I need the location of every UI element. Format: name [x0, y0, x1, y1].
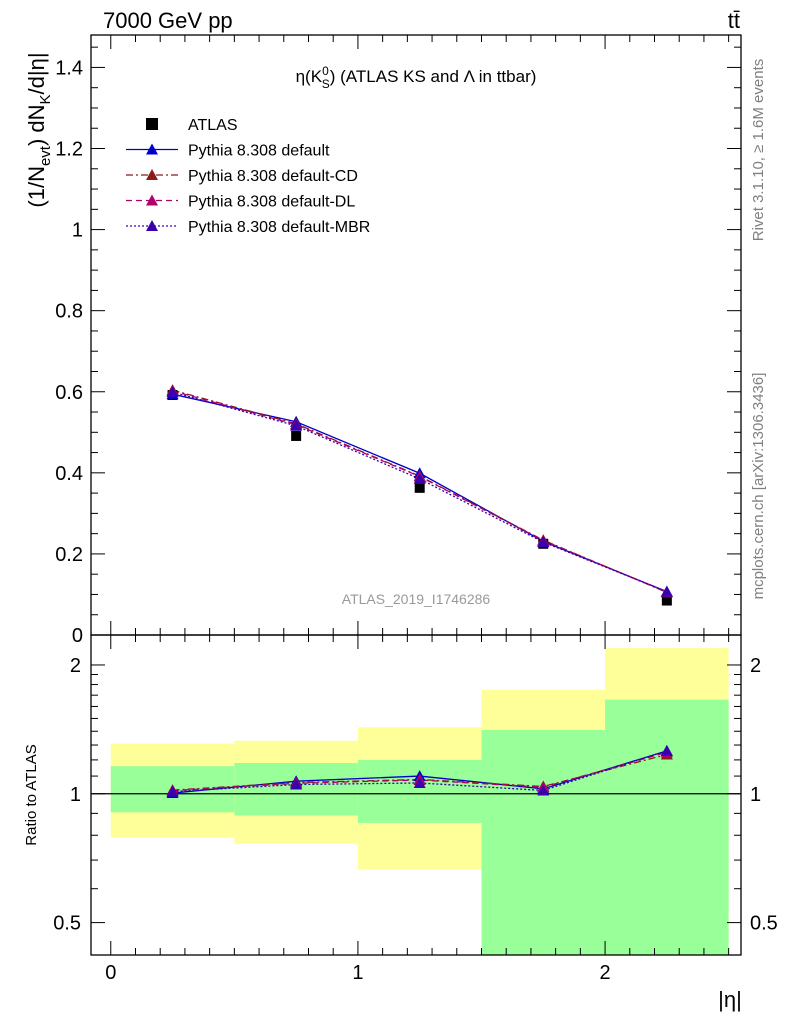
- legend-marker: [146, 220, 158, 231]
- ylabel-part3: /d|η|: [24, 52, 49, 94]
- ratio-frame: [90, 634, 742, 956]
- ratio-point-marker: [166, 785, 179, 797]
- legend-entry-label: Pythia 8.308 default-CD: [188, 168, 358, 185]
- uncertainty-band-inner: [481, 729, 606, 955]
- uncertainty-band-inner: [357, 759, 482, 823]
- main-y-tick-label: 1.2: [55, 139, 83, 161]
- ratio-point-marker: [537, 784, 550, 796]
- uncertainty-band-inner: [605, 699, 729, 955]
- main-y-tick-label: 0.6: [55, 382, 83, 404]
- legend-entry-label: Pythia 8.308 default-MBR: [188, 219, 370, 236]
- main-chart-title: η(K0 S) (ATLAS KS and Λ in ttbar): [296, 64, 537, 91]
- main-series-group: [166, 384, 673, 606]
- ylabel-sub-evt: evt: [37, 145, 54, 166]
- main-y-tick-label: 0.2: [55, 544, 83, 566]
- x-tick-label: 1: [352, 962, 363, 984]
- mc-point-marker: [537, 536, 550, 548]
- ylabel-part2: ) dN: [24, 104, 49, 146]
- main-axes: 0 0.2 0.4 0.6 0.8 1 1.2 1.4: [55, 35, 741, 647]
- x-axis-label: |η|: [718, 987, 742, 1012]
- header-process-label: tt̄: [728, 8, 740, 33]
- ratio-axes: 0.5 0.5 1 1 2 2 0 1 2: [53, 635, 778, 984]
- ratio-y-axis-label: Ratio to ATLAS: [23, 744, 40, 845]
- ratio-point-marker: [413, 776, 426, 788]
- mc-point-marker: [413, 472, 426, 484]
- legend-marker: [146, 143, 158, 155]
- mcplots-label: mcplots.cern.ch [arXiv:1306.3436]: [750, 373, 767, 600]
- x-tick-label: 0: [105, 962, 116, 984]
- ratio-point-marker: [290, 778, 303, 790]
- legend-entry-label: Pythia 8.308 default-DL: [188, 194, 355, 211]
- legend-marker: [146, 194, 158, 206]
- main-y-tick-label: 0.8: [55, 301, 83, 323]
- x-tick-label: 2: [600, 962, 611, 984]
- ratio-plot-area: [110, 648, 729, 955]
- plot-frames: [90, 34, 742, 956]
- analysis-watermark: ATLAS_2019_I1746286: [342, 591, 491, 607]
- legend-entry-label: Pythia 8.308 default: [188, 143, 330, 160]
- mc-point-marker: [660, 585, 673, 597]
- ratio-y-tick-label-right: 0.5: [750, 913, 778, 935]
- ratio-y-tick-label: 0.5: [53, 913, 81, 935]
- main-y-tick-label: 0: [72, 625, 83, 647]
- ratio-y-tick-label: 1: [70, 784, 81, 806]
- main-y-tick-label: 1.4: [55, 57, 83, 79]
- title-eta: η(K: [296, 67, 323, 86]
- legend-marker: [146, 169, 158, 180]
- main-series-line: [172, 393, 668, 593]
- ratio-y-tick-label: 2: [70, 655, 81, 677]
- main-series-line: [172, 391, 668, 593]
- ratio-series-line: [172, 751, 668, 792]
- legend-entry-label: ATLAS: [188, 117, 238, 134]
- data-point-marker: [291, 430, 302, 441]
- title-rest: ) (ATLAS KS and Λ in ttbar): [330, 67, 537, 86]
- rivet-version-label: Rivet 3.1.10, ≥ 1.6M events: [750, 59, 767, 242]
- ylabel-sub-k: K: [37, 94, 54, 104]
- main-y-tick-label: 0.4: [55, 463, 83, 485]
- ratio-point-marker: [660, 744, 673, 756]
- main-y-axis-label: (1/Nevt) dNK/d|η|: [24, 52, 54, 207]
- data-point-marker: [414, 482, 425, 493]
- ylabel-part1: (1/N: [24, 166, 49, 208]
- main-y-tick-label: 1: [72, 220, 83, 242]
- legend: ATLAS Pythia 8.308 default Pythia 8.308 de…: [126, 117, 370, 236]
- header-energy-label: 7000 GeV pp: [103, 8, 233, 33]
- data-point-marker: [661, 595, 672, 606]
- ratio-series-group: [166, 744, 673, 799]
- mc-point-marker: [290, 419, 303, 431]
- title-subscript: S: [322, 77, 330, 91]
- mc-point-marker: [166, 386, 179, 398]
- title-superscript: 0: [322, 64, 329, 78]
- ratio-y-tick-label-right: 2: [750, 655, 761, 677]
- legend-marker: [146, 118, 158, 130]
- ratio-y-tick-label-right: 1: [750, 784, 761, 806]
